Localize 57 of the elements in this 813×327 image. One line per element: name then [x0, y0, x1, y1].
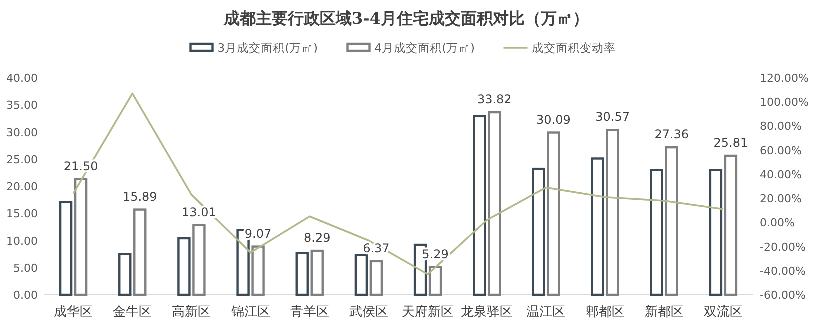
data-label: 30.57 [596, 110, 630, 124]
bar [310, 250, 324, 296]
data-label: 27.36 [654, 128, 690, 142]
bar [428, 266, 442, 296]
legend-label: 成交面积变动率 [532, 41, 616, 55]
x-tick-label: 高新区 [172, 304, 212, 320]
data-label: 30.09 [536, 112, 571, 127]
data-label: 25.81 [714, 136, 748, 150]
bar [709, 169, 723, 296]
y2-tick-label: 120.00% [760, 72, 809, 85]
y-tick-label: 5.00 [14, 262, 38, 275]
y-tick-label: 20.00 [6, 180, 38, 194]
bar [488, 111, 502, 296]
bar [354, 254, 368, 296]
legend-label: 4月成交面积(万㎡) [374, 41, 476, 55]
bar [665, 146, 678, 296]
x-tick-label: 成华区 [54, 305, 94, 320]
bar [134, 208, 147, 296]
x-tick-label: 双流区 [704, 304, 743, 320]
y-tick-label: 10.00 [6, 234, 38, 248]
x-tick-label: 锦江区 [230, 305, 270, 320]
data-label: 33.82 [477, 92, 512, 107]
bar [370, 260, 384, 296]
legend-label: 3月成交面积(万㎡) [218, 41, 318, 55]
x-tick-label: 郫都区 [586, 305, 625, 320]
x-tick-label: 新都区 [644, 305, 684, 320]
bar [59, 201, 73, 296]
chart-title: 成都主要行政区域3-4月住宅成交面积对比（万㎡） [223, 9, 589, 28]
bar [118, 253, 132, 296]
y-tick-label: 30.00 [6, 126, 38, 140]
bar [473, 115, 486, 296]
bar [74, 178, 88, 296]
y-tick-label: 25.00 [6, 153, 38, 166]
y2-tick-label: 20.00% [760, 192, 802, 206]
y2-tick-label: -20.00% [760, 240, 806, 254]
x-tick-label: 天府新区 [402, 304, 454, 320]
y2-tick-label: -40.00% [760, 264, 806, 278]
y2-tick-label: 60.00% [760, 144, 802, 158]
y-tick-label: 35.00 [6, 99, 38, 112]
x-tick-label: 金牛区 [113, 305, 152, 320]
y2-tick-label: 0.00% [760, 216, 795, 230]
y2-tick-label: 80.00% [760, 120, 802, 134]
bar [724, 154, 738, 296]
x-tick-label: 龙泉驿区 [461, 305, 514, 320]
y2-tick-label: 40.00% [760, 168, 802, 182]
y-tick-label: 40.00 [6, 72, 38, 85]
x-tick-label: 武侯区 [349, 305, 388, 320]
bar [650, 169, 664, 296]
x-tick-label: 温江区 [526, 305, 566, 320]
y2-tick-label: 100.00% [760, 96, 809, 110]
x-tick-label: 青羊区 [290, 305, 330, 320]
data-label: 15.89 [122, 190, 158, 204]
data-label: 8.29 [304, 231, 331, 246]
bar [296, 252, 309, 296]
y-tick-label: 0.00 [14, 289, 38, 302]
y2-tick-label: -60.00% [760, 289, 806, 302]
y-tick-label: 15.00 [6, 208, 38, 221]
